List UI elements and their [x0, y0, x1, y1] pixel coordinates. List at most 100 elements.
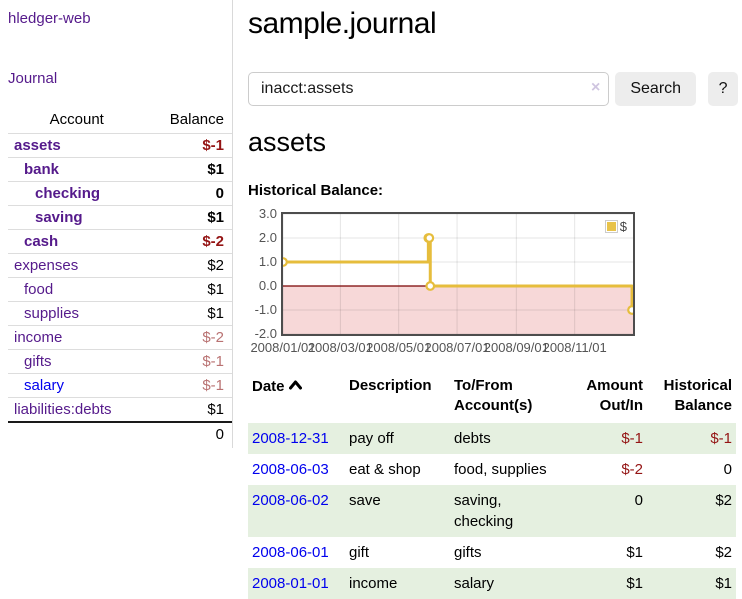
x-axis-tick-label: 2008/01/01: [250, 340, 316, 355]
header-amount-outin: Amount Out/In: [586, 377, 643, 415]
account-row-expenses: expenses $2: [8, 253, 232, 278]
transaction-accounts: salary: [454, 574, 495, 592]
transaction-date-link[interactable]: 2008-06-03: [252, 460, 329, 478]
account-link-supplies[interactable]: supplies: [24, 305, 80, 322]
page-title: sample.journal: [248, 7, 437, 40]
account-link-saving[interactable]: saving: [35, 209, 83, 226]
transaction-date-link[interactable]: 2008-06-01: [252, 543, 329, 561]
account-row-salary: salary $-1: [8, 373, 232, 398]
transaction-amount: $-1: [621, 429, 643, 447]
account-balance: $-2: [145, 325, 232, 350]
accounts-total-balance: 0: [145, 421, 232, 446]
sidebar: hledger-web Journal Account Balance asse…: [8, 0, 233, 448]
transaction-balance: $2: [715, 543, 732, 561]
search-bar: × Search ?: [248, 72, 738, 106]
transaction-amount: $1: [626, 574, 643, 592]
account-link-salary[interactable]: salary: [24, 377, 65, 394]
sort-ascending-icon: [288, 376, 302, 396]
account-row-assets: assets $-1: [8, 133, 232, 158]
account-balance: $-2: [145, 229, 232, 254]
account-balance: $-1: [145, 133, 232, 158]
chart-legend: $: [602, 218, 629, 235]
account-row-checking: checking 0: [8, 181, 232, 206]
legend-swatch-icon: [604, 220, 618, 233]
accounts-total-row: 0: [8, 421, 232, 446]
header-description: Description: [349, 377, 432, 394]
transaction-amount: 0: [634, 491, 643, 509]
transaction-accounts: gifts: [454, 543, 482, 561]
transaction-row: 2008-06-02 save saving, checking 0 $2: [248, 484, 736, 537]
transaction-balance: $1: [715, 574, 732, 592]
account-row-cash: cash $-2: [8, 229, 232, 254]
sidebar-item-journal[interactable]: Journal: [8, 70, 58, 87]
y-axis-tick-label: 3.0: [258, 206, 277, 221]
accounts-header-row: Account Balance: [8, 107, 232, 134]
x-axis-tick-label: 2008/07/01: [424, 340, 490, 355]
transaction-description: gift: [349, 543, 370, 561]
account-balance: $1: [145, 397, 232, 422]
account-row-supplies: supplies $1: [8, 301, 232, 326]
header-historical-balance: Historical Balance: [663, 377, 732, 415]
account-link-checking[interactable]: checking: [35, 185, 101, 202]
account-balance: $1: [145, 157, 232, 182]
search-button[interactable]: Search: [615, 72, 697, 106]
account-row-liabilities-debts: liabilities:debts $1: [8, 397, 232, 422]
account-row-bank: bank $1: [8, 157, 232, 182]
transaction-accounts: food, supplies: [454, 460, 547, 478]
account-link-cash[interactable]: cash: [24, 233, 59, 250]
accounts-header-balance: Balance: [169, 111, 224, 128]
x-axis-tick-label: 2008/03/01: [307, 340, 373, 355]
transaction-description: income: [349, 574, 398, 592]
transaction-date-link[interactable]: 2008-06-02: [252, 491, 329, 509]
search-input[interactable]: [248, 72, 610, 106]
transaction-row: 2008-12-31 pay off debts $-1 $-1: [248, 422, 736, 454]
y-axis-tick-label: 0.0: [258, 278, 277, 293]
transaction-row: 2008-06-01 gift gifts $1 $2: [248, 537, 736, 568]
account-row-saving: saving $1: [8, 205, 232, 230]
register-header-row: Date Description To/From Account(s) Amou…: [248, 372, 736, 423]
account-balance: $-1: [145, 349, 232, 374]
accounts-header-account: Account: [49, 111, 104, 128]
y-axis-tick-label: 2.0: [258, 230, 277, 245]
app-brand-link[interactable]: hledger-web: [8, 10, 91, 27]
legend-label: $: [619, 219, 627, 234]
account-link-expenses[interactable]: expenses: [14, 257, 79, 274]
account-balance: 0: [145, 181, 232, 206]
account-balance: $2: [145, 253, 232, 278]
account-balance: $-1: [145, 373, 232, 398]
chart-title: Historical Balance:: [248, 182, 384, 199]
register-table: Date Description To/From Account(s) Amou…: [248, 372, 736, 599]
chart-plot-area: $: [281, 212, 635, 336]
y-axis-tick-label: 1.0: [258, 254, 277, 269]
account-link-income[interactable]: income: [14, 329, 63, 346]
header-date-label: Date: [252, 378, 285, 395]
header-date-sort[interactable]: Date: [248, 372, 345, 423]
account-balance: $1: [145, 205, 232, 230]
account-link-liabilities-debts[interactable]: liabilities:debts: [14, 401, 112, 418]
account-row-gifts: gifts $-1: [8, 349, 232, 374]
clear-search-icon[interactable]: ×: [591, 79, 601, 96]
account-link-bank[interactable]: bank: [24, 161, 60, 178]
transaction-accounts: debts: [454, 429, 491, 447]
header-tofrom-accounts: To/From Account(s): [454, 377, 533, 415]
transaction-row: 2008-06-03 eat & shop food, supplies $-2…: [248, 454, 736, 485]
transaction-description: pay off: [349, 429, 394, 447]
transaction-date-link[interactable]: 2008-12-31: [252, 429, 329, 447]
account-link-assets[interactable]: assets: [14, 137, 61, 154]
accounts-table: Account Balance assets $-1 bank $1 check…: [8, 107, 232, 446]
account-row-income: income $-2: [8, 325, 232, 350]
transaction-balance: $-1: [710, 429, 732, 447]
account-link-gifts[interactable]: gifts: [24, 353, 52, 370]
help-button[interactable]: ?: [708, 72, 738, 106]
transaction-accounts: saving, checking: [454, 491, 514, 530]
transaction-amount: $-2: [621, 460, 643, 478]
historical-balance-chart: $ 3.0 2.0 1.0 0.0 -1.0 -2.0 2008/01/01 2008/03/…: [248, 206, 738, 358]
y-axis-tick-label: -1.0: [254, 302, 277, 317]
transaction-description: save: [349, 491, 381, 509]
transaction-date-link[interactable]: 2008-01-01: [252, 574, 329, 592]
account-balance: $1: [145, 277, 232, 302]
x-axis-tick-label: 2008/11/01: [542, 340, 607, 355]
account-link-food[interactable]: food: [24, 281, 54, 298]
main-content: sample.journal × Search ? assets Histori…: [248, 0, 738, 599]
transaction-description: eat & shop: [349, 460, 421, 478]
